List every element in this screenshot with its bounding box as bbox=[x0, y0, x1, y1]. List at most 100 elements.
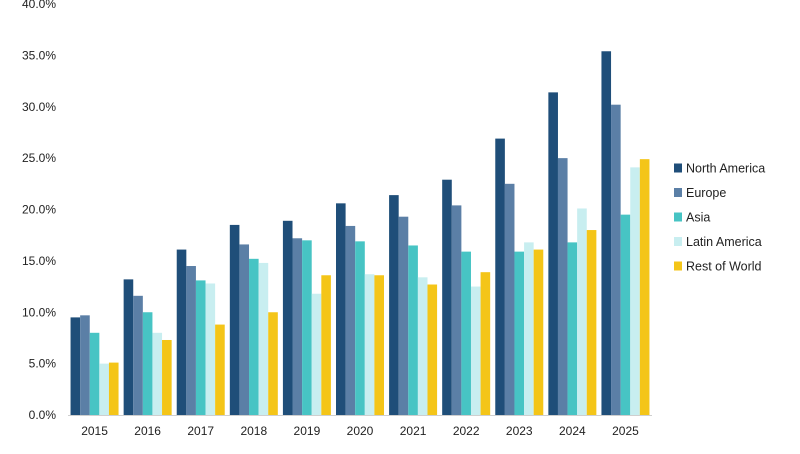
x-tick-label: 2022 bbox=[453, 424, 480, 438]
bar bbox=[108, 362, 119, 415]
series-north-america bbox=[70, 51, 612, 416]
x-tick-label: 2018 bbox=[240, 424, 267, 438]
x-tick-label: 2024 bbox=[559, 424, 586, 438]
legend-label: Latin America bbox=[686, 235, 762, 249]
bar bbox=[186, 266, 196, 415]
bar bbox=[601, 51, 612, 415]
bar bbox=[442, 179, 452, 415]
bar bbox=[398, 216, 409, 415]
bar bbox=[302, 240, 312, 415]
y-axis-ticks: 0.0% 5.0% 10.0% 15.0% 20.0% 25.0% 30.0% 35.0% 40… bbox=[22, 0, 56, 422]
bar bbox=[495, 138, 505, 415]
bar bbox=[345, 225, 356, 415]
legend-label: Rest of World bbox=[686, 260, 762, 274]
bar bbox=[142, 312, 153, 415]
bar bbox=[620, 214, 631, 415]
legend-item: North America bbox=[674, 162, 765, 176]
series-europe bbox=[80, 104, 621, 416]
y-tick-label: 30.0% bbox=[22, 100, 56, 114]
bar bbox=[321, 275, 331, 415]
bar bbox=[408, 245, 418, 415]
bar bbox=[480, 272, 491, 415]
bar bbox=[282, 220, 293, 415]
x-tick-label: 2023 bbox=[506, 424, 533, 438]
y-tick-label: 0.0% bbox=[29, 408, 57, 422]
bar bbox=[364, 274, 375, 415]
legend-swatch bbox=[674, 237, 682, 246]
x-tick-label: 2019 bbox=[294, 424, 321, 438]
bar bbox=[374, 275, 384, 415]
bar bbox=[215, 324, 225, 415]
legend: North America Europe Asia Latin America Rest… bbox=[674, 162, 765, 274]
bar bbox=[80, 315, 90, 415]
bar bbox=[586, 230, 597, 415]
bar bbox=[514, 251, 525, 415]
bar bbox=[577, 208, 587, 415]
bar bbox=[162, 339, 172, 415]
bar bbox=[292, 238, 303, 415]
x-tick-label: 2021 bbox=[400, 424, 427, 438]
x-tick-label: 2025 bbox=[612, 424, 639, 438]
legend-swatch bbox=[674, 163, 682, 173]
legend-item: Latin America bbox=[674, 235, 762, 249]
bar bbox=[152, 332, 163, 415]
bar bbox=[417, 277, 428, 415]
bar bbox=[89, 332, 100, 415]
bar bbox=[630, 167, 640, 415]
y-tick-label: 15.0% bbox=[22, 254, 56, 268]
bar bbox=[311, 293, 322, 415]
bar bbox=[268, 312, 278, 415]
y-tick-label: 40.0% bbox=[22, 0, 56, 11]
bar bbox=[133, 295, 143, 415]
legend-swatch bbox=[674, 261, 682, 271]
bar-series-group bbox=[70, 51, 650, 416]
y-tick-label: 35.0% bbox=[22, 48, 56, 62]
bar bbox=[548, 92, 558, 416]
legend-label: Asia bbox=[686, 211, 710, 225]
bar bbox=[470, 286, 481, 415]
bar bbox=[123, 279, 134, 415]
legend-label: Europe bbox=[686, 186, 726, 200]
bar bbox=[249, 258, 259, 415]
legend-item: Asia bbox=[674, 211, 710, 225]
series-rest-of-world bbox=[108, 159, 650, 415]
y-tick-label: 5.0% bbox=[29, 357, 57, 371]
series-asia bbox=[89, 214, 631, 415]
bar bbox=[389, 195, 399, 415]
y-tick-label: 10.0% bbox=[22, 305, 56, 319]
bar bbox=[639, 159, 650, 415]
bar bbox=[427, 284, 438, 415]
bar bbox=[504, 183, 515, 415]
legend-label: North America bbox=[686, 162, 765, 176]
x-tick-label: 2017 bbox=[187, 424, 214, 438]
x-tick-label: 2015 bbox=[81, 424, 108, 438]
x-tick-label: 2016 bbox=[134, 424, 161, 438]
legend-item: Rest of World bbox=[674, 260, 762, 274]
bar bbox=[533, 249, 544, 415]
bar bbox=[451, 205, 462, 415]
legend-item: Europe bbox=[674, 186, 726, 200]
bar bbox=[239, 244, 250, 415]
x-tick-label: 2020 bbox=[347, 424, 374, 438]
bar bbox=[567, 242, 578, 415]
y-tick-label: 20.0% bbox=[22, 203, 56, 217]
bar bbox=[461, 251, 471, 415]
x-axis-ticks: 2015 2016 2017 2018 2019 2020 2021 2022 2023 2024… bbox=[81, 424, 639, 438]
bar bbox=[258, 262, 269, 415]
bar bbox=[99, 363, 109, 416]
legend-swatch bbox=[674, 188, 682, 197]
bar bbox=[355, 241, 365, 415]
bar bbox=[205, 283, 216, 415]
bar bbox=[524, 242, 534, 415]
bar bbox=[229, 224, 240, 415]
bar bbox=[176, 249, 187, 415]
bar bbox=[557, 158, 568, 416]
bar bbox=[611, 104, 621, 415]
bar bbox=[70, 317, 81, 415]
bar bbox=[195, 280, 206, 415]
series-latin-america bbox=[99, 167, 640, 416]
bar bbox=[336, 203, 346, 415]
legend-swatch bbox=[674, 212, 682, 222]
